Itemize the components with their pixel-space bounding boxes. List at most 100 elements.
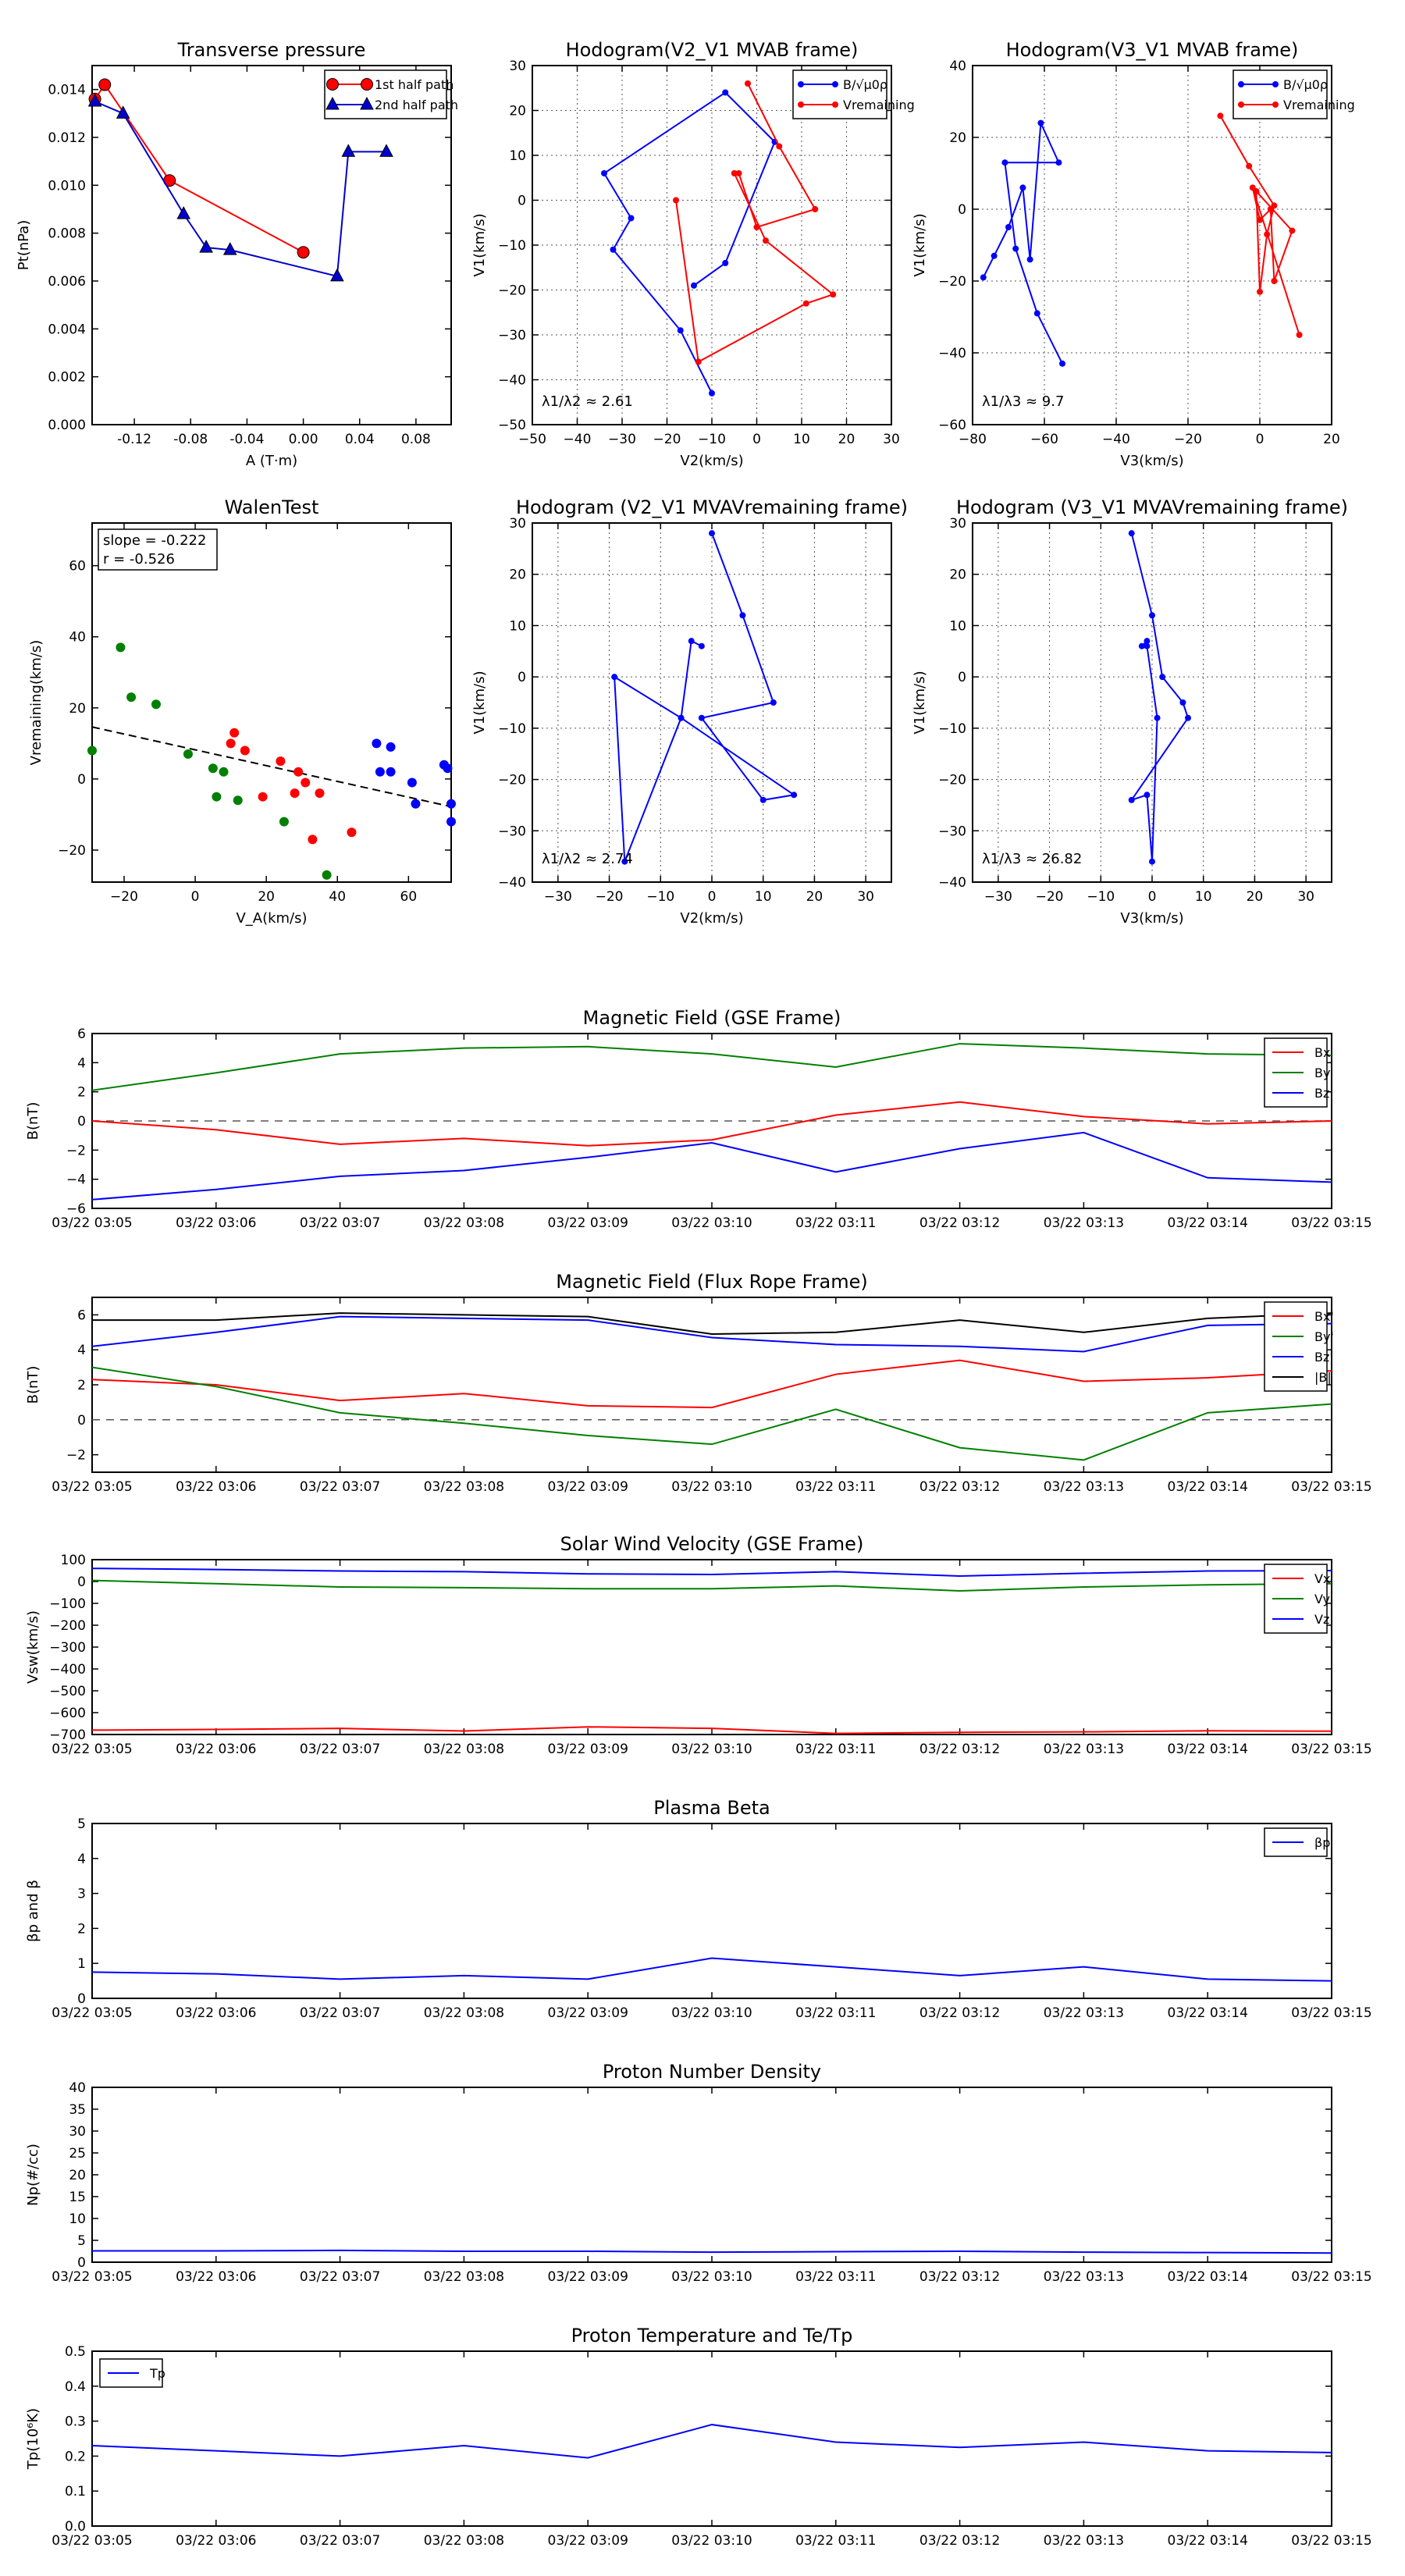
solar-wind-velocity-series-line-0 [91, 1726, 1332, 1735]
proton-temperature-y-tick-label: 0.3 [65, 2414, 86, 2430]
hodogram-v2v1-mvab-x-tick-label: −40 [564, 432, 592, 447]
walen-test-data-point [183, 749, 193, 760]
transverse-pressure-legend-marker [361, 78, 373, 91]
hodogram-v3v1-mvab-data-point [1271, 278, 1278, 284]
hodogram-v3v1-mvab-legend-marker [1272, 81, 1279, 87]
solar-wind-velocity-y-tick-label: −200 [49, 1618, 86, 1634]
hodogram-v3v1-mvav-x-tick-label: −10 [1087, 889, 1115, 905]
proton-temperature-series-line-0 [91, 2424, 1332, 2459]
transverse-pressure-x-tick-label: 0.08 [401, 432, 431, 447]
hodogram-v3v1-mvav-y-tick-label: −30 [938, 824, 966, 839]
walen-test-fit-line [91, 726, 452, 808]
hodogram-v3v1-mvav-y-axis-label: V1(km/s) [912, 671, 928, 734]
proton-temperature-time-tick-label: 03/22 03:06 [176, 2533, 256, 2549]
hodogram-v2v1-mvab-data-point [812, 206, 819, 212]
hodogram-v3v1-mvab-eigen-ratio-annotation: λ1/λ3 ≈ 9.7 [982, 393, 1064, 410]
hodogram-v3v1-mvab-data-point [1012, 245, 1019, 252]
magnetic-field-gse-time-tick-label: 03/22 03:09 [548, 1215, 628, 1231]
hodogram-v2v1-mvav-data-point [688, 638, 695, 645]
hodogram-v2v1-mvab-legend-label: Vremaining [843, 98, 915, 112]
hodogram-v2v1-mvab-x-tick-label: 20 [838, 432, 855, 447]
solar-wind-velocity-time-tick-label: 03/22 03:14 [1168, 1742, 1248, 1757]
hodogram-v3v1-mvav-y-tick-label: 30 [949, 516, 966, 532]
proton-number-density-time-tick-label: 03/22 03:15 [1291, 2269, 1371, 2285]
magnetic-field-flux-rope-time-tick-label: 03/22 03:12 [919, 1479, 1000, 1495]
walen-test-y-tick-label: 0 [77, 772, 86, 788]
transverse-pressure-legend-marker [360, 96, 374, 110]
hodogram-v2v1-mvab-data-point [695, 358, 702, 365]
hodogram-v3v1-mvab-data-point [1001, 159, 1008, 166]
walen-test-title: WalenTest [225, 496, 319, 518]
hodogram-v3v1-mvav-data-point [1128, 530, 1135, 537]
transverse-pressure-x-tick-label: -0.04 [229, 432, 264, 447]
hodogram-v3v1-mvav-data-point [1138, 642, 1145, 649]
hodogram-v2v1-mvab-title: Hodogram(V2_V1 MVAB frame) [566, 39, 859, 61]
hodogram-v2v1-mvav-title: Hodogram (V2_V1 MVAVremaining frame) [516, 496, 908, 518]
magnetic-field-gse-time-tick-label: 03/22 03:14 [1168, 1215, 1248, 1231]
walen-test-data-point [219, 767, 229, 777]
hodogram-v2v1-mvab-y-tick-label: −30 [498, 328, 526, 343]
hodogram-v2v1-mvab-data-point [763, 237, 769, 244]
magnetic-field-flux-rope-y-tick-label: 0 [77, 1413, 86, 1429]
hodogram-v3v1-mvav-series-line-0 [1129, 532, 1190, 862]
magnetic-field-flux-rope-y-tick-label: −2 [66, 1448, 86, 1464]
hodogram-v2v1-mvab-legend-marker [832, 101, 838, 108]
hodogram-v3v1-mvab-data-point [1033, 310, 1040, 317]
proton-temperature-time-tick-label: 03/22 03:05 [52, 2533, 132, 2549]
magnetic-field-flux-rope-y-axis-label: B(nT) [25, 1366, 41, 1404]
hodogram-v3v1-mvav-y-tick-label: 0 [958, 670, 966, 685]
hodogram-v2v1-mvab-data-point [677, 327, 684, 334]
solar-wind-velocity-legend-label: Vz [1314, 1612, 1329, 1627]
proton-number-density-time-tick-label: 03/22 03:12 [919, 2269, 1000, 2285]
hodogram-v2v1-mvab-y-tick-label: 30 [509, 59, 526, 74]
hodogram-v3v1-mvab-legend-marker [1238, 81, 1244, 87]
hodogram-v2v1-mvab-y-axis-label: V1(km/s) [471, 213, 488, 276]
hodogram-v3v1-mvav-data-point [1144, 642, 1151, 649]
proton-number-density-y-tick-label: 20 [69, 2168, 86, 2183]
hodogram-v3v1-mvav-data-point [1154, 714, 1161, 721]
magnetic-field-flux-rope-time-tick-label: 03/22 03:07 [300, 1479, 380, 1495]
hodogram-v3v1-mvab-data-point [1257, 288, 1263, 295]
hodogram-v3v1-mvab-x-tick-label: −80 [959, 432, 987, 447]
proton-number-density-y-tick-label: 0 [77, 2255, 86, 2271]
transverse-pressure-legend-label: 1st half path [375, 77, 454, 92]
proton-number-density-plot-frame [91, 2087, 1332, 2263]
magnetic-field-gse-time-tick-label: 03/22 03:05 [52, 1215, 132, 1231]
plasma-beta-y-tick-label: 0 [77, 1991, 86, 2007]
hodogram-v3v1-mvab-y-tick-label: 20 [949, 130, 966, 146]
walen-test-data-point [372, 738, 382, 749]
plasma-beta-time-tick-label: 03/22 03:08 [424, 2005, 504, 2021]
magnetic-field-flux-rope-y-tick-label: 2 [77, 1378, 86, 1393]
proton-temperature-time-tick-label: 03/22 03:14 [1168, 2533, 1248, 2549]
hodogram-v2v1-mvav-x-tick-label: −10 [646, 889, 674, 905]
magnetic-field-gse-time-tick-label: 03/22 03:15 [1291, 1215, 1371, 1231]
walen-test-x-tick-label: 20 [258, 889, 275, 905]
hodogram-v3v1-mvav-data-point [1159, 674, 1166, 681]
solar-wind-velocity-y-tick-label: −500 [49, 1684, 86, 1699]
plasma-beta-y-axis-label: βp and β [25, 1880, 41, 1942]
magnetic-field-gse-series-line-1 [91, 1043, 1332, 1091]
walen-test-data-point [386, 742, 396, 752]
hodogram-v3v1-mvav-data-point [1149, 612, 1155, 619]
hodogram-v2v1-mvab-y-tick-label: 20 [509, 104, 526, 119]
walen-test-data-point [293, 767, 304, 777]
hodogram-v3v1-mvab-x-tick-label: −40 [1102, 432, 1130, 447]
hodogram-v2v1-mvav-data-point [759, 796, 767, 803]
hodogram-v3v1-mvav-data-point [1179, 699, 1186, 706]
transverse-pressure-data-point [379, 144, 393, 157]
walen-test-data-point [126, 692, 137, 703]
solar-wind-velocity-y-tick-label: −400 [49, 1662, 86, 1678]
hodogram-v2v1-mvab-data-point [745, 80, 751, 87]
hodogram-v3v1-mvab-legend-marker [1238, 101, 1244, 108]
walen-test-r-text: r = -0.526 [103, 551, 175, 568]
walen-test-data-point [258, 792, 268, 802]
plasma-beta-time-tick-label: 03/22 03:15 [1291, 2005, 1371, 2021]
proton-temperature-y-tick-label: 0.2 [65, 2449, 86, 2464]
transverse-pressure-x-tick-label: 0.04 [345, 432, 375, 447]
transverse-pressure-y-tick-label: 0.006 [48, 274, 86, 290]
magnetic-field-flux-rope-time-tick-label: 03/22 03:15 [1291, 1479, 1371, 1495]
hodogram-v3v1-mvab-y-tick-label: 40 [949, 59, 966, 74]
hodogram-v3v1-mvav-data-point [1144, 638, 1151, 645]
proton-number-density-y-axis-label: Np(#/cc) [25, 2144, 41, 2206]
magnetic-field-flux-rope-legend-label: Bz' [1314, 1350, 1333, 1364]
